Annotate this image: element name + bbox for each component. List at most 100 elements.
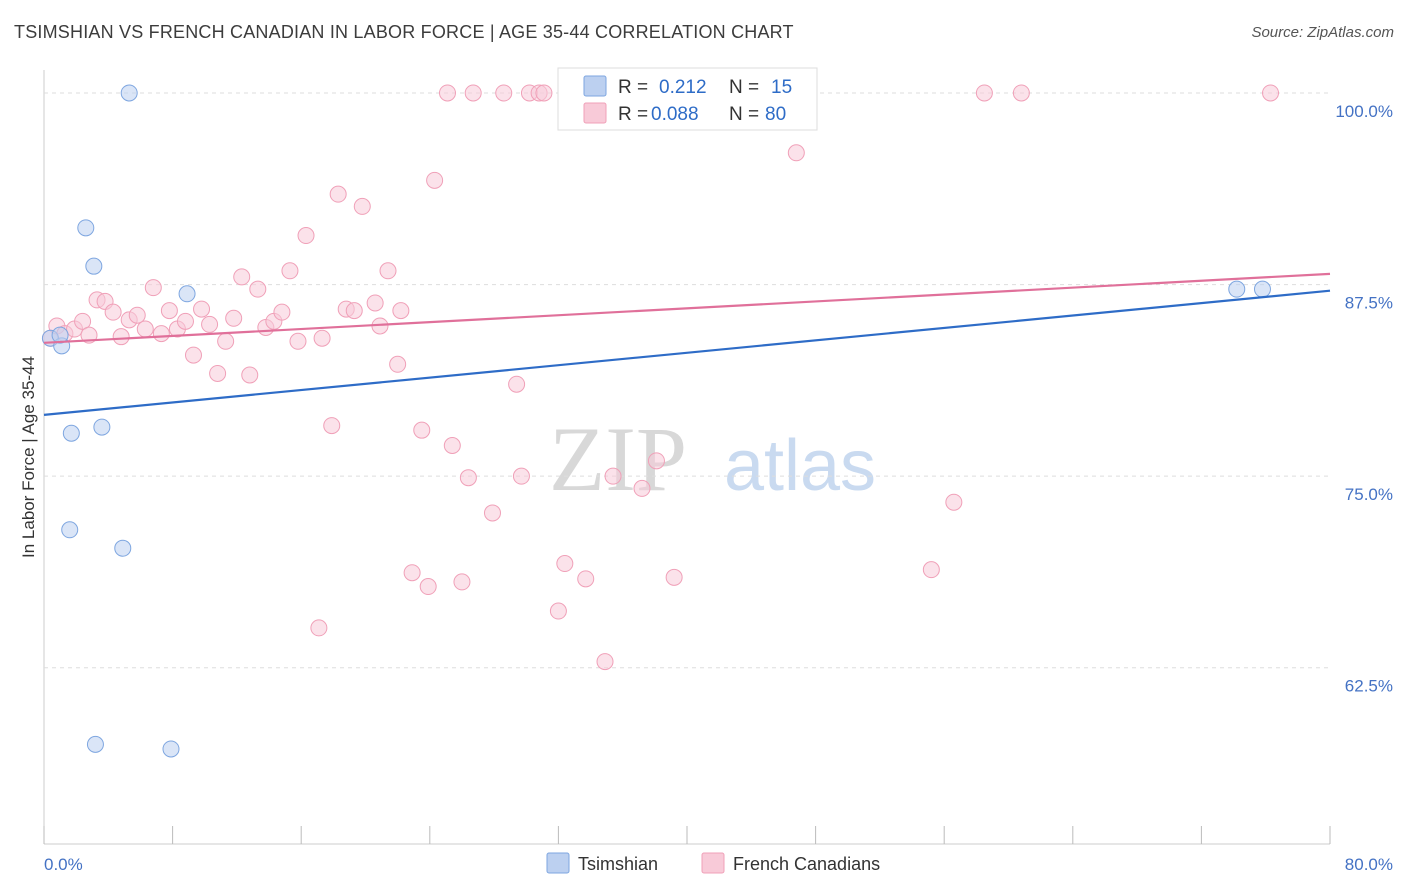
point-french-canadians — [556, 555, 574, 573]
point-french-canadians — [184, 346, 202, 364]
point-french-canadians — [549, 602, 567, 620]
point-french-canadians — [453, 573, 471, 591]
point-french-canadians — [289, 332, 307, 350]
point-french-canadians — [379, 262, 397, 280]
point-french-canadians — [366, 294, 384, 312]
point-french-canadians — [512, 467, 530, 485]
point-french-canadians — [419, 578, 437, 596]
point-tsimshian — [1228, 280, 1246, 298]
point-tsimshian — [77, 219, 95, 237]
point-french-canadians — [144, 279, 162, 297]
point-french-canadians — [464, 84, 482, 102]
point-french-canadians — [353, 197, 371, 215]
point-french-canadians — [233, 268, 251, 286]
point-french-canadians — [604, 467, 622, 485]
bottom-legend-label-tsimshian: Tsimshian — [578, 854, 658, 874]
point-french-canadians — [201, 315, 219, 333]
y-axis-label: In Labor Force | Age 35-44 — [19, 356, 38, 558]
trend-line-tsimshian — [43, 289, 1331, 416]
bottom-legend-label-french-canadians: French Canadians — [733, 854, 880, 874]
trend-line-french-canadians — [43, 272, 1331, 344]
point-french-canadians — [633, 479, 651, 497]
point-french-canadians — [217, 332, 235, 350]
point-tsimshian — [51, 326, 69, 344]
point-french-canadians — [249, 280, 267, 298]
trend-lines — [43, 272, 1331, 416]
grid-lines — [44, 92, 1330, 669]
data-points — [41, 84, 1280, 758]
point-tsimshian — [93, 418, 111, 436]
point-french-canadians — [535, 84, 553, 102]
point-french-canadians — [508, 375, 526, 393]
point-french-canadians — [945, 493, 963, 511]
point-french-canadians — [281, 262, 299, 280]
point-french-canadians — [193, 300, 211, 318]
point-french-canadians — [112, 328, 130, 346]
point-french-canadians — [152, 325, 170, 343]
point-french-canadians — [577, 570, 595, 588]
point-french-canadians — [459, 469, 477, 487]
point-french-canadians — [136, 320, 154, 338]
x-tick-label-max: 80.0% — [1345, 855, 1393, 874]
point-french-canadians — [310, 619, 328, 637]
x-tick-label-min: 0.0% — [44, 855, 83, 874]
point-french-canadians — [241, 366, 259, 384]
point-french-canadians — [225, 309, 243, 327]
legend-r-value-french-canadians: 0.088 — [651, 104, 699, 125]
point-french-canadians — [74, 312, 92, 330]
legend-r-label-french-canadians: R = — [618, 104, 648, 125]
point-french-canadians — [1262, 84, 1280, 102]
x-ticks — [43, 826, 1331, 844]
point-french-canadians — [104, 303, 122, 321]
y-tick-label: 87.5% — [1345, 294, 1393, 313]
point-french-canadians — [1012, 84, 1030, 102]
point-french-canadians — [160, 302, 178, 320]
point-french-canadians — [443, 437, 461, 455]
chart-title: TSIMSHIAN VS FRENCH CANADIAN IN LABOR FO… — [14, 22, 794, 42]
legend-r-label-tsimshian: R = — [618, 77, 648, 98]
legend-r-value-tsimshian: 0.212 — [659, 77, 707, 98]
point-tsimshian — [85, 257, 103, 275]
source-credit: Source: ZipAtlas.com — [1251, 24, 1394, 41]
y-tick-label: 62.5% — [1345, 677, 1393, 696]
point-tsimshian — [114, 539, 132, 557]
point-french-canadians — [596, 653, 614, 671]
point-french-canadians — [389, 355, 407, 373]
point-french-canadians — [345, 302, 363, 320]
point-tsimshian — [86, 735, 104, 753]
legend-n-label-tsimshian: N = — [729, 77, 759, 98]
point-french-canadians — [128, 306, 146, 324]
point-french-canadians — [413, 421, 431, 439]
bottom-legend: Tsimshian French Canadians — [546, 852, 880, 874]
point-french-canadians — [787, 144, 805, 162]
point-tsimshian — [1253, 280, 1271, 298]
point-french-canadians — [392, 302, 410, 320]
y-tick-labels: 62.5% 75.0% 87.5% 100.0% — [1335, 102, 1393, 696]
point-french-canadians — [297, 227, 315, 245]
point-french-canadians — [647, 452, 665, 470]
watermark-zip: ZIP — [549, 408, 687, 510]
legend-swatch-tsimshian — [583, 75, 607, 97]
watermark-atlas: atlas — [724, 426, 876, 506]
point-french-canadians — [209, 364, 227, 382]
point-french-canadians — [426, 171, 444, 189]
legend-swatch-french-canadians — [583, 102, 607, 124]
point-french-canadians — [438, 84, 456, 102]
legend-n-label-french-canadians: N = — [729, 104, 759, 125]
point-french-canadians — [483, 504, 501, 522]
point-french-canadians — [495, 84, 513, 102]
point-french-canadians — [323, 417, 341, 435]
point-french-canadians — [273, 303, 291, 321]
point-french-canadians — [975, 84, 993, 102]
bottom-legend-swatch-tsimshian — [546, 852, 570, 874]
point-french-canadians — [403, 564, 421, 582]
y-tick-label: 75.0% — [1345, 485, 1393, 504]
point-french-canadians — [176, 312, 194, 330]
point-french-canadians — [329, 185, 347, 203]
point-french-canadians — [313, 329, 331, 347]
point-tsimshian — [61, 521, 79, 539]
legend-n-value-tsimshian: 15 — [771, 77, 792, 98]
point-french-canadians — [665, 568, 683, 586]
y-tick-label: 100.0% — [1335, 102, 1393, 121]
